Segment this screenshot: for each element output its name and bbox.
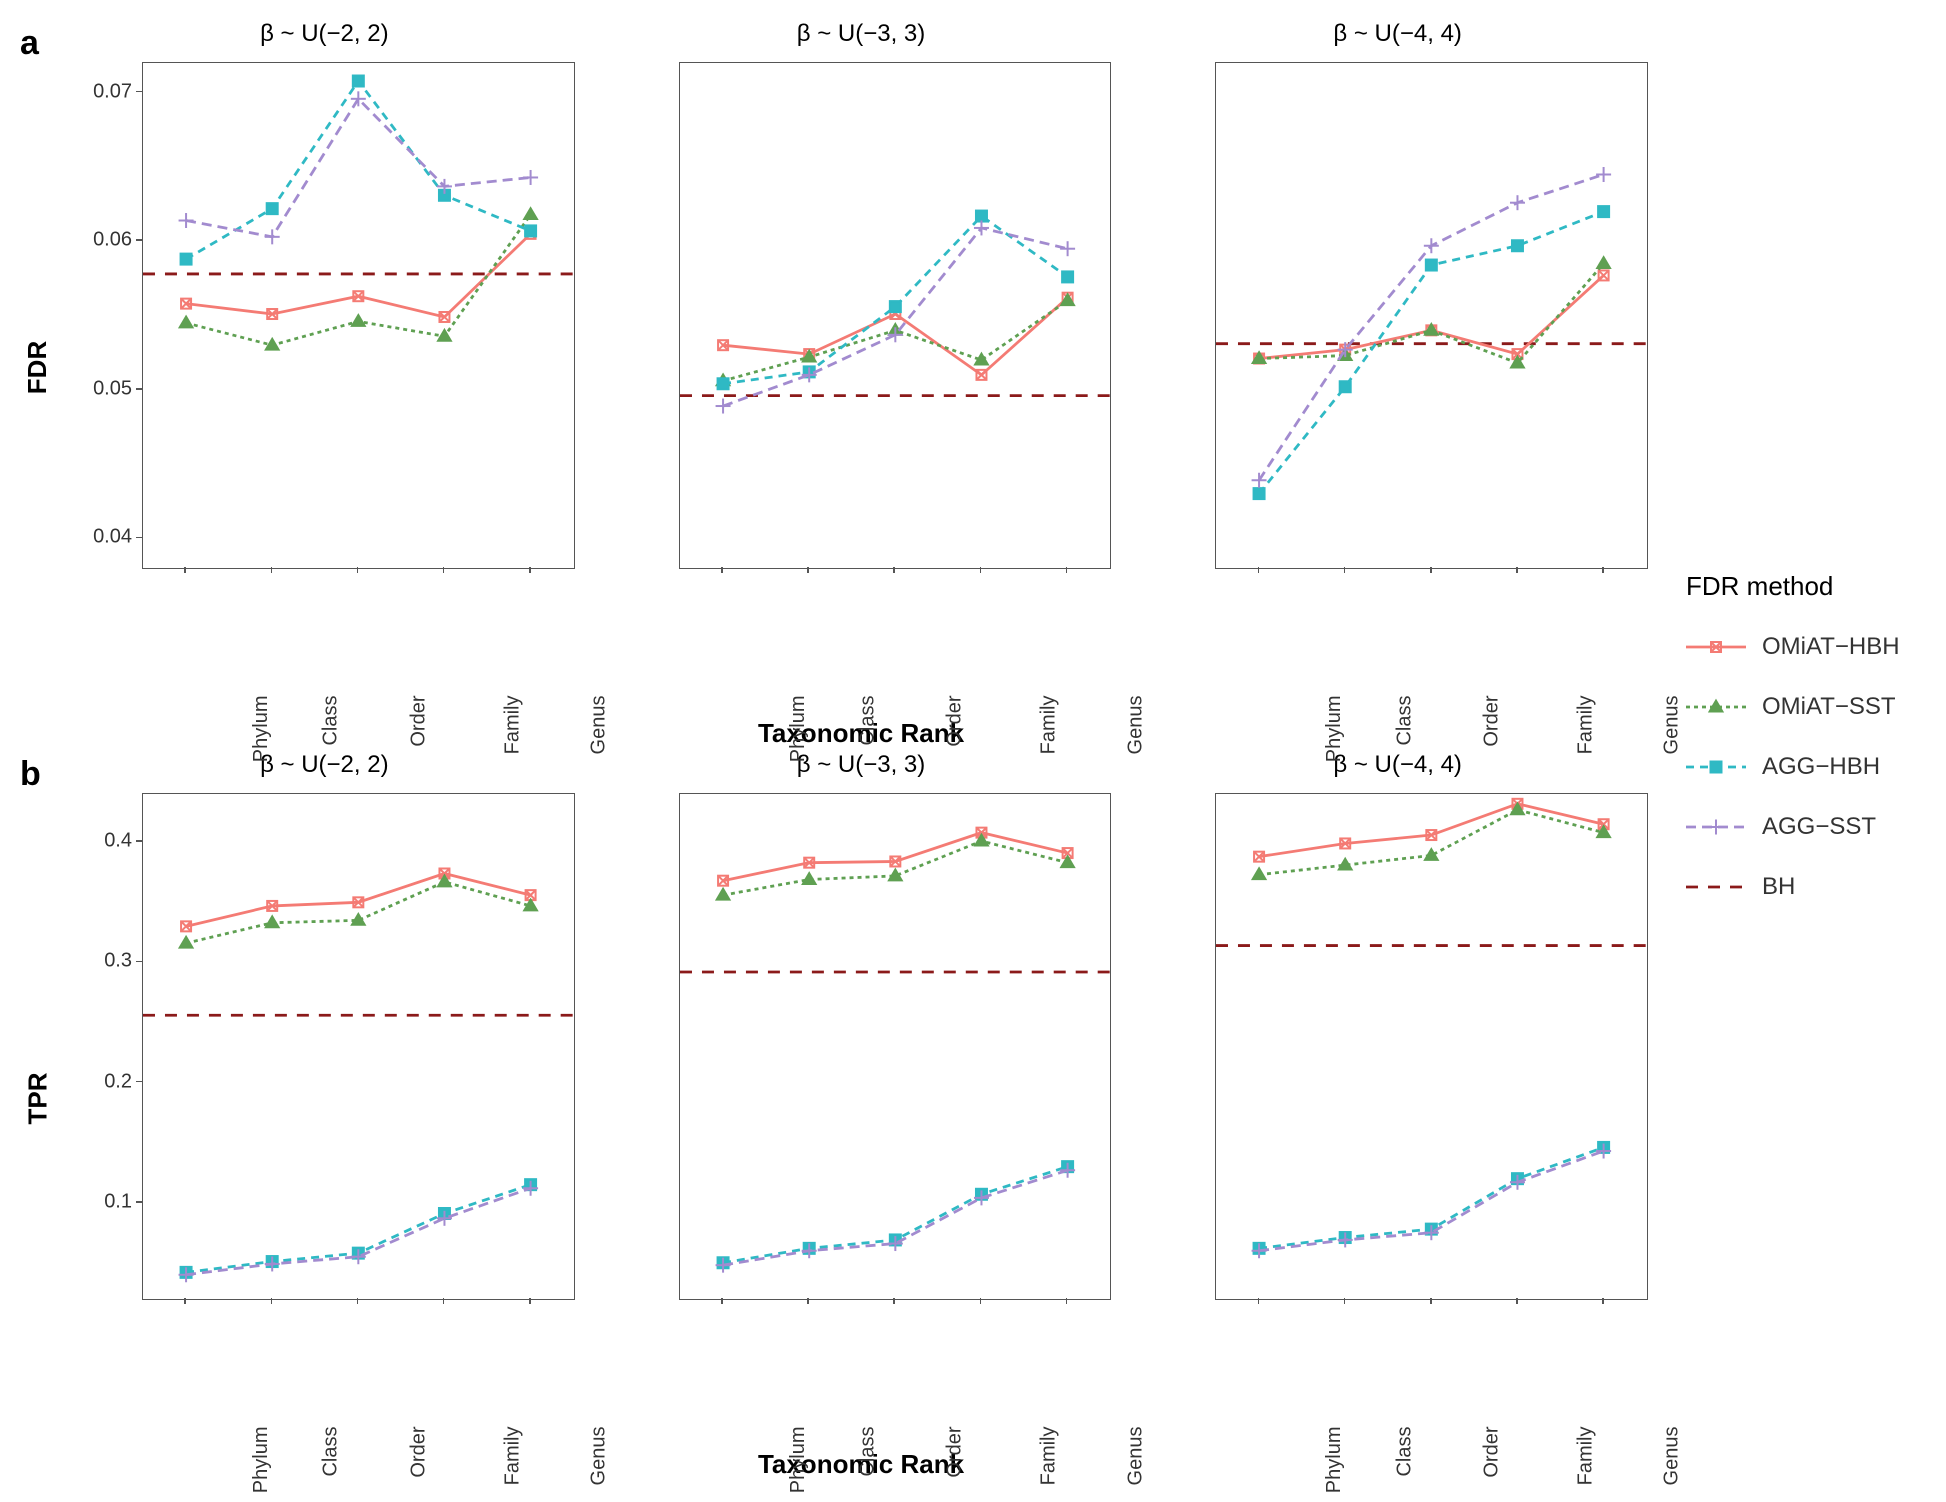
x-tick-label: Class [856, 696, 879, 746]
x-tick-label: Class [1393, 1427, 1416, 1477]
x-tick-label: Class [856, 1427, 879, 1477]
x-tick-label: Order [1480, 696, 1503, 747]
legend-item-omiat_sst: OMiAT−SST [1686, 692, 1926, 722]
x-tick-label: Phylum [250, 696, 273, 763]
y-tick-label: 0.2 [66, 1070, 132, 1093]
x-tick-label: Family [501, 696, 524, 755]
y-tick-label: 0.3 [66, 950, 132, 973]
y-tick-label: 0.1 [66, 1190, 132, 1213]
series-line-agg_sst [186, 99, 531, 237]
x-tick-label: Family [1574, 1427, 1597, 1486]
panel-title-b2: β ~ U(−3, 3) [593, 751, 1130, 779]
row-label-a: a [20, 20, 56, 48]
series-line-omiat_sst [1259, 810, 1604, 875]
series-line-agg_sst [723, 228, 1068, 406]
x-tick-label: Genus [1661, 696, 1684, 755]
y-tick-label: 0.04 [66, 526, 132, 549]
legend-item-agg_hbh: AGG−HBH [1686, 752, 1926, 782]
legend-label: OMiAT−HBH [1762, 633, 1900, 661]
legend-label: AGG−HBH [1762, 753, 1880, 781]
legend-item-omiat_hbh: OMiAT−HBH [1686, 632, 1926, 662]
x-tick-label: Order [1480, 1427, 1503, 1478]
row-label-b: b [20, 751, 56, 779]
y-tick-label: 0.07 [66, 80, 132, 103]
x-tick-label: Family [501, 1427, 524, 1486]
x-tick-label: Class [320, 696, 343, 746]
x-tick-label: Class [1393, 696, 1416, 746]
panel-a-3: PhylumClassOrderFamilyGenus [1139, 54, 1656, 709]
series-line-omiat_sst [1259, 264, 1604, 363]
series-line-omiat_hbh [186, 234, 531, 317]
x-tick-label: Family [1574, 696, 1597, 755]
y-tick-label: 0.05 [66, 377, 132, 400]
x-tick-label: Genus [1661, 1427, 1684, 1486]
x-tick-label: Phylum [787, 1427, 810, 1494]
legend-label: AGG−SST [1762, 813, 1876, 841]
panel-title-b3: β ~ U(−4, 4) [1129, 751, 1666, 779]
x-tick-label: Phylum [1324, 696, 1347, 763]
y-axis-label-a: FDR [20, 48, 56, 687]
series-line-agg_hbh [186, 81, 531, 259]
y-axis-label-b: TPR [20, 779, 56, 1418]
series-line-agg_hbh [723, 216, 1068, 384]
x-tick-label: Order [407, 1427, 430, 1478]
x-tick-label: Phylum [1324, 1427, 1347, 1494]
x-tick-label: Order [944, 1427, 967, 1478]
x-tick-label: Family [1038, 696, 1061, 755]
legend-label: BH [1762, 873, 1795, 901]
legend-item-bh: BH [1686, 872, 1926, 902]
x-tick-label: Class [320, 1427, 343, 1477]
x-tick-label: Phylum [250, 1427, 273, 1494]
x-tick-label: Family [1038, 1427, 1061, 1486]
panel-b-1: 0.10.20.30.4PhylumClassOrderFamilyGenus [66, 785, 583, 1440]
x-tick-label: Order [944, 696, 967, 747]
series-line-omiat_hbh [1259, 275, 1604, 358]
y-tick-label: 0.06 [66, 229, 132, 252]
panel-title-a2: β ~ U(−3, 3) [593, 20, 1130, 48]
legend: FDR method OMiAT−HBH OMiAT−SST AGG−HBH AGG−… [1666, 20, 1926, 1482]
panel-a-1: 0.040.050.060.07PhylumClassOrderFamilyGe… [66, 54, 583, 709]
panel-a-2: PhylumClassOrderFamilyGenus [603, 54, 1120, 709]
y-tick-label: 0.4 [66, 830, 132, 853]
figure: a β ~ U(−2, 2) β ~ U(−3, 3) β ~ U(−4, 4)… [20, 20, 1926, 1482]
x-tick-label: Order [407, 696, 430, 747]
panel-title-a3: β ~ U(−4, 4) [1129, 20, 1666, 48]
panel-b-3: PhylumClassOrderFamilyGenus [1139, 785, 1656, 1440]
legend-item-agg_sst: AGG−SST [1686, 812, 1926, 842]
x-tick-label: Phylum [787, 696, 810, 763]
legend-title: FDR method [1686, 571, 1926, 602]
panel-title-b1: β ~ U(−2, 2) [56, 751, 593, 779]
legend-label: OMiAT−SST [1762, 693, 1896, 721]
panel-b-2: PhylumClassOrderFamilyGenus [603, 785, 1120, 1440]
panel-title-a1: β ~ U(−2, 2) [56, 20, 593, 48]
